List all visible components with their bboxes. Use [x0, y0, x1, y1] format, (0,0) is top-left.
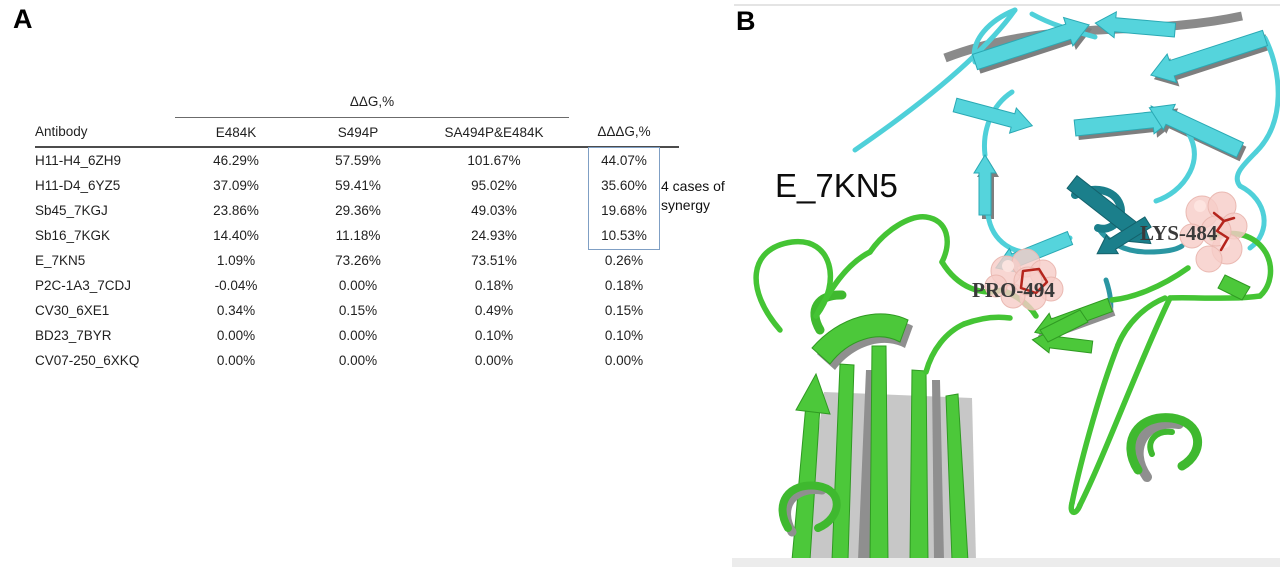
value-cell: 0.00% [338, 278, 378, 293]
antibody-name-cell: Sb16_7KGK [35, 228, 111, 243]
col-antibody: Antibody [35, 117, 175, 148]
value-cell: 0.10% [474, 328, 514, 343]
value-cell: 10.53% [601, 228, 647, 243]
group-header-row: ΔΔG,% [35, 86, 679, 118]
value-cell: 0.18% [474, 278, 514, 293]
value-cell: 0.00% [216, 328, 256, 343]
value-cell: 0.00% [338, 353, 378, 368]
value-cell: 59.41% [335, 178, 381, 193]
value-cell: 0.00% [216, 353, 256, 368]
value-cell: 0.15% [338, 303, 378, 318]
value-cell: 24.93% [471, 228, 517, 243]
value-cell: 0.00% [604, 353, 644, 368]
table-row: H11-H4_6ZH9 46.29% 57.59% 101.67% 44.07% [35, 147, 679, 173]
residue-pro494-spheres [984, 248, 1064, 311]
value-cell: 0.00% [474, 353, 514, 368]
spacer-cell [35, 86, 175, 118]
residue-lys484-spheres [1179, 191, 1248, 273]
value-cell: 0.10% [604, 328, 644, 343]
antibody-name-cell: Sb45_7KGJ [35, 203, 108, 218]
value-cell: 37.09% [213, 178, 259, 193]
value-cell: 95.02% [471, 178, 517, 193]
value-cell: 73.51% [471, 253, 517, 268]
value-cell: 35.60% [601, 178, 647, 193]
value-cell: 0.34% [216, 303, 256, 318]
col-s494p: S494P [297, 117, 419, 148]
antibody-name-cell: E_7KN5 [35, 253, 86, 268]
bottom-strip [732, 558, 1280, 567]
ddg-table: ΔΔG,% Antibody E484K S494P SA494P&E484K … [35, 86, 679, 373]
value-cell: -0.04% [214, 278, 258, 293]
panel-b-label: B [736, 6, 756, 36]
lys484-label: LYS-484 [1140, 221, 1218, 245]
panel-a-label: A [13, 4, 33, 34]
synergy-highlight-box [588, 147, 660, 250]
pro494-label: PRO-494 [972, 278, 1055, 302]
table-row: Sb45_7KGJ 23.86% 29.36% 49.03% 19.68% [35, 198, 679, 223]
value-cell: 0.15% [604, 303, 644, 318]
antibody-cartoon [852, 7, 1280, 317]
value-cell: 11.18% [335, 228, 381, 243]
value-cell: 0.18% [604, 278, 644, 293]
col-dddg: ΔΔΔG,% [569, 117, 679, 148]
table-body: H11-H4_6ZH9 46.29% 57.59% 101.67% 44.07% H11-… [35, 147, 679, 373]
antibody-name-cell: H11-D4_6YZ5 [35, 178, 121, 193]
antibody-name-cell: BD23_7BYR [35, 328, 112, 343]
value-cell: 0.00% [338, 328, 378, 343]
value-cell: 14.40% [213, 228, 259, 243]
value-cell: 29.36% [335, 203, 381, 218]
antibody-name-cell: CV07-250_6XKQ [35, 353, 140, 368]
antibody-name-cell: P2C-1A3_7CDJ [35, 278, 132, 293]
table-row: P2C-1A3_7CDJ -0.04% 0.00% 0.18% 0.18% [35, 273, 679, 298]
antibody-name-cell: H11-H4_6ZH9 [35, 153, 122, 168]
antibody-name-cell: CV30_6XE1 [35, 303, 110, 318]
value-cell: 57.59% [335, 153, 381, 168]
value-cell: 101.67% [467, 153, 521, 168]
value-cell: 1.09% [216, 253, 256, 268]
value-cell: 46.29% [213, 153, 259, 168]
table-row: BD23_7BYR 0.00% 0.00% 0.10% 0.10% [35, 323, 679, 348]
table-row: CV07-250_6XKQ 0.00% 0.00% 0.00% 0.00% [35, 348, 679, 373]
group-header: ΔΔG,% [175, 86, 569, 118]
col-e484k: E484K [175, 117, 297, 148]
value-cell: 73.26% [335, 253, 381, 268]
table-row: Sb16_7KGK 14.40% 11.18% 24.93% 10.53% [35, 223, 679, 248]
col-double: SA494P&E484K [419, 117, 569, 148]
value-cell: 0.26% [604, 253, 644, 268]
table-row: H11-D4_6YZ5 37.09% 59.41% 95.02% 35.60% [35, 173, 679, 198]
table-row: CV30_6XE1 0.34% 0.15% 0.49% 0.15% [35, 298, 679, 323]
value-cell: 0.49% [474, 303, 514, 318]
synergy-annotation: 4 cases of synergy [661, 178, 725, 213]
value-cell: 49.03% [471, 203, 517, 218]
structure-figure: B E_7KN5 LYS-484 PRO-494 [732, 4, 1280, 567]
table-row: E_7KN5 1.09% 73.26% 73.51% 0.26% [35, 248, 679, 273]
structure-label: E_7KN5 [775, 167, 898, 204]
spacer-cell [569, 86, 679, 118]
value-cell: 23.86% [213, 203, 259, 218]
value-cell: 44.07% [601, 153, 647, 168]
column-header-row: Antibody E484K S494P SA494P&E484K ΔΔΔG,% [35, 117, 679, 148]
panel-b: B E_7KN5 LYS-484 PRO-494 [720, 0, 1280, 567]
rbd-cartoon [753, 214, 1274, 562]
value-cell: 19.68% [601, 203, 647, 218]
